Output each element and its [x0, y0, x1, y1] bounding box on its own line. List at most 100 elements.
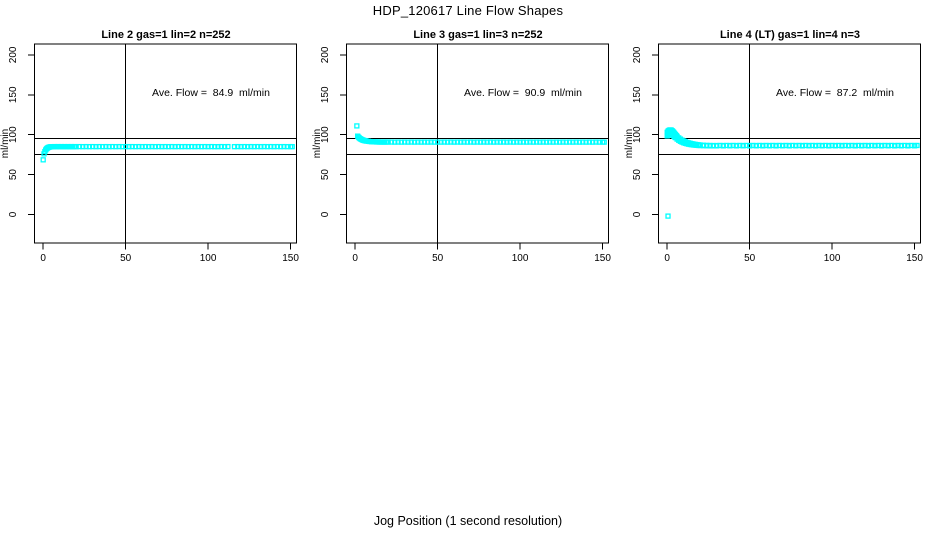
data-point [517, 139, 523, 145]
data-point [590, 139, 596, 145]
data-point [109, 143, 116, 150]
y-tick-label: 50 [8, 169, 19, 181]
data-point [451, 139, 457, 145]
data-point [756, 142, 763, 149]
data-point [704, 143, 710, 149]
y-tick-label: 100 [320, 126, 331, 143]
data-point [395, 139, 401, 145]
data-point [895, 142, 901, 149]
avg-flow-annotation: Ave. Flow = 90.9 ml/min [464, 87, 582, 99]
data-point [458, 139, 464, 145]
data-point [832, 143, 839, 149]
data-point [809, 142, 815, 149]
x-tick-label: 50 [120, 253, 132, 264]
data-point [855, 142, 862, 149]
data-point [438, 139, 444, 145]
y-tick-label: 100 [8, 126, 19, 143]
x-tick-label: 50 [744, 253, 756, 264]
data-point [583, 139, 589, 145]
data-point [865, 143, 872, 149]
data-point [278, 144, 284, 150]
data-point [527, 139, 533, 145]
data-point [819, 143, 825, 149]
data-point [806, 143, 812, 149]
data-point [779, 143, 786, 149]
data-point [727, 143, 733, 149]
data-point [454, 139, 461, 145]
data-point [99, 144, 106, 150]
data-point [557, 139, 563, 145]
data-point [83, 143, 89, 150]
data-point [113, 144, 119, 150]
data-point [733, 143, 740, 149]
series-flow-run-b [664, 131, 918, 149]
data-point [773, 143, 779, 149]
plot-box [658, 43, 921, 244]
x-tick-label: 100 [512, 253, 529, 264]
data-point [155, 143, 162, 150]
data-point [402, 139, 408, 145]
data-point [707, 143, 713, 149]
data-point [743, 142, 750, 149]
data-point [573, 139, 579, 145]
data-point [576, 139, 583, 145]
data-point [710, 143, 717, 149]
data-point [215, 144, 221, 150]
data-points [40, 143, 295, 163]
data-point [235, 143, 241, 150]
y-tick-label: 200 [8, 46, 19, 63]
y-axis-unit-label: ml/min [0, 129, 11, 158]
y-axis: 0 50 100 150 200 [8, 46, 35, 217]
data-point [159, 144, 165, 150]
data-point [415, 139, 421, 145]
data-point [139, 144, 145, 150]
data-point [254, 143, 261, 150]
data-point [165, 144, 172, 150]
data-point [142, 143, 149, 150]
data-point [524, 139, 530, 145]
data-point [665, 213, 671, 219]
data-point [405, 139, 411, 145]
data-point [421, 139, 428, 145]
data-point [116, 143, 122, 150]
data-point [149, 143, 155, 150]
data-point [714, 143, 720, 149]
data-point [530, 139, 536, 145]
data-point [750, 142, 756, 149]
data-point [258, 144, 264, 150]
data-point [872, 143, 878, 149]
data-point [875, 142, 881, 149]
data-point [444, 139, 451, 145]
avg-flow-annotation: Ave. Flow = 84.9 ml/min [152, 87, 270, 99]
data-point [268, 143, 274, 150]
data-point [132, 144, 139, 150]
data-point [514, 139, 520, 145]
data-point [783, 142, 789, 149]
data-point [408, 139, 414, 145]
y-axis: 0 50 100 150 200 [320, 46, 347, 217]
data-point [507, 139, 513, 145]
data-point [869, 142, 875, 149]
series-flow-run-a [664, 127, 920, 219]
data-point [431, 139, 438, 145]
x-axis: 0 50 100 150 [40, 243, 299, 264]
data-point [40, 157, 46, 163]
data-point [826, 143, 832, 149]
data-point [119, 144, 126, 150]
data-point [182, 143, 188, 150]
panel-plot-line2: Line 2 gas=1 lin=2 n=252 0 50 100 150 200 0 50 1… [0, 29, 299, 264]
data-point [770, 142, 776, 149]
data-point [601, 139, 607, 145]
data-point [103, 143, 109, 150]
data-point [500, 139, 507, 145]
data-point [911, 143, 918, 149]
data-point [90, 143, 96, 150]
data-point [862, 142, 868, 149]
data-point [484, 139, 490, 145]
y-tick-label: 100 [632, 126, 643, 143]
data-point [461, 139, 467, 145]
data-point [491, 139, 497, 145]
data-point [537, 139, 543, 145]
data-point [162, 143, 168, 150]
